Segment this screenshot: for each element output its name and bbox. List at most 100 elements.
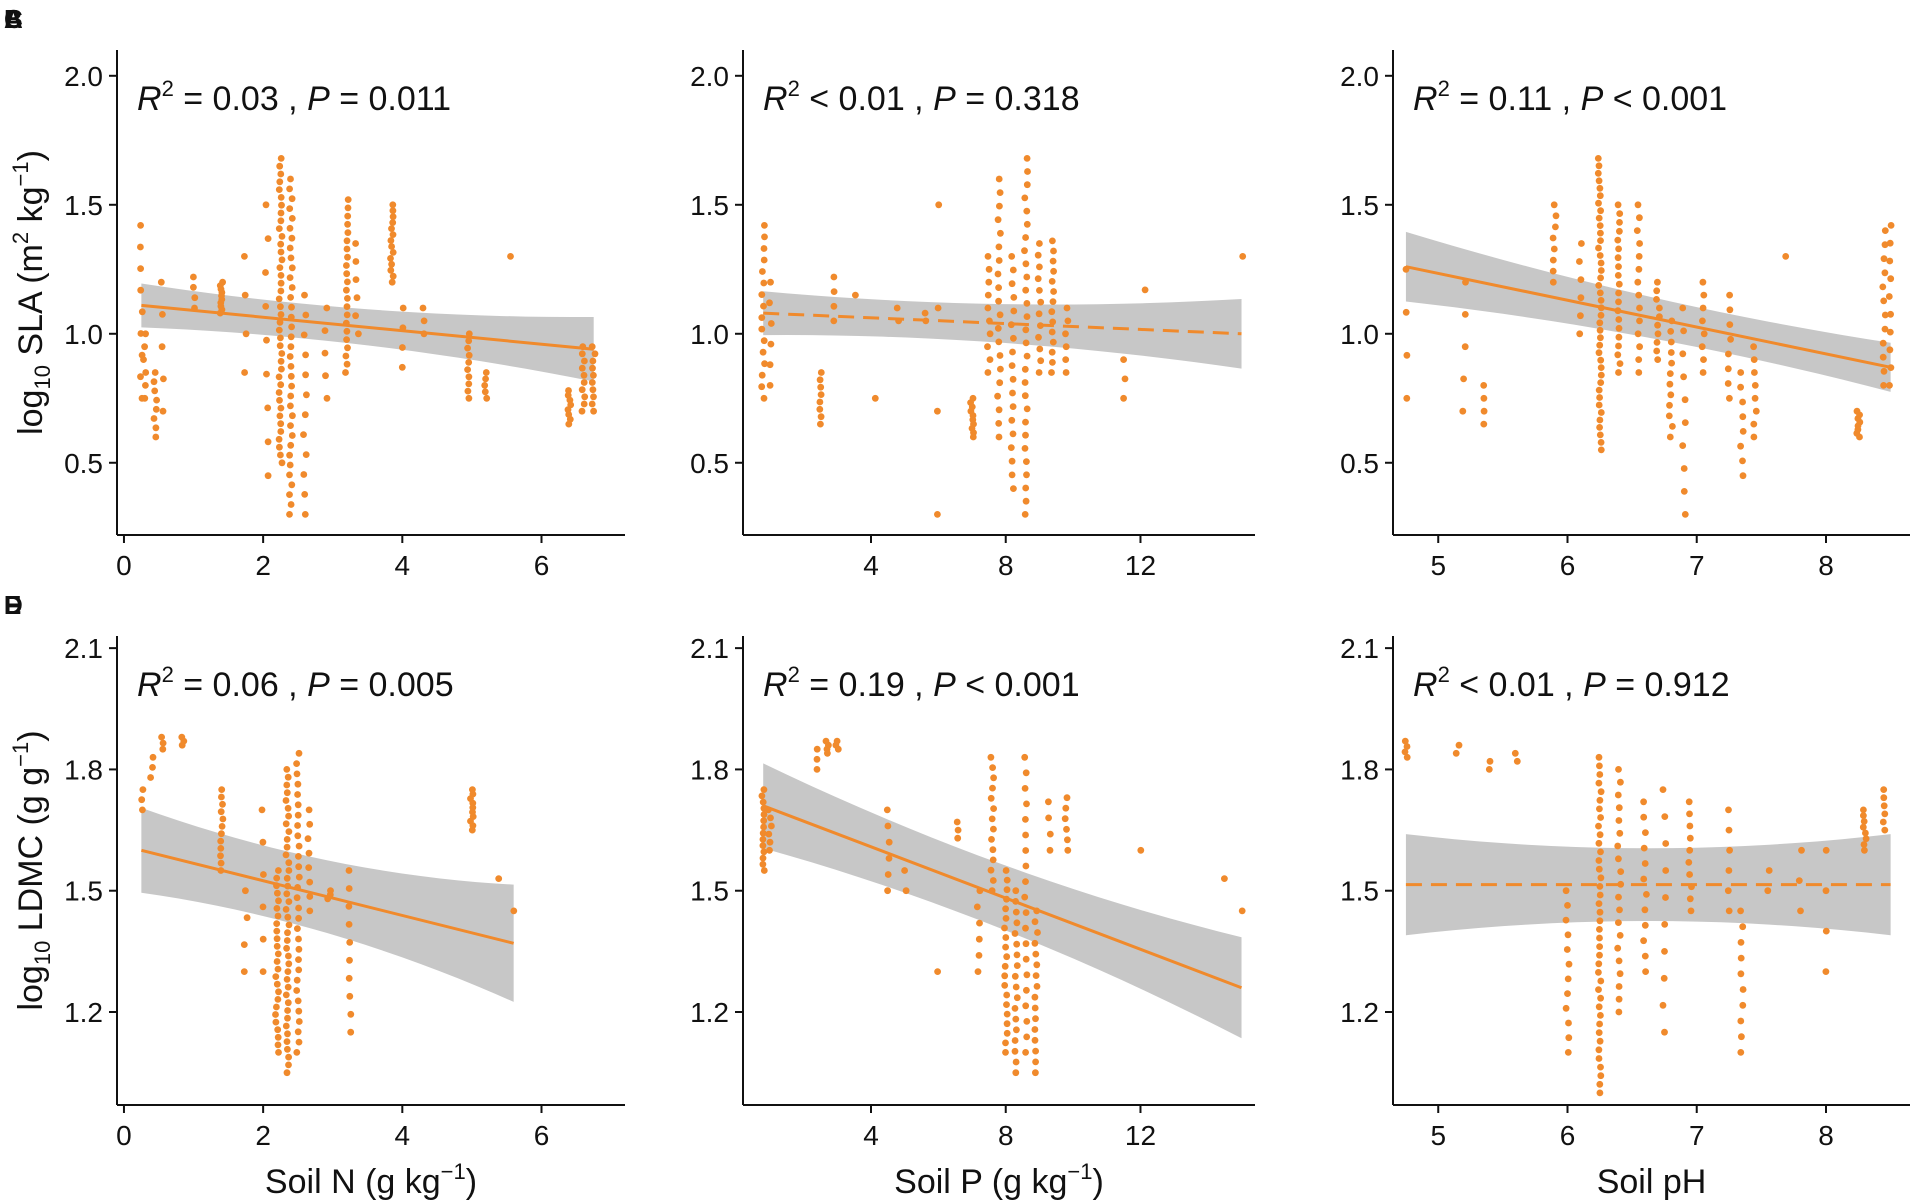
data-point [1062,356,1070,363]
data-point [1615,263,1622,270]
panel-a-scatter-soil-n-sla: A0.51.01.52.00 2 4 6R2 = 0.03 , P = 0.011lo… [4,4,625,581]
data-point [277,279,285,287]
r2-value: = 0.06 , [174,666,307,704]
data-point [1596,222,1604,230]
data-point [1031,993,1039,1001]
data-point [274,912,282,920]
data-point [990,825,997,833]
data-point [934,511,941,518]
data-point [481,382,489,389]
data-point [1461,343,1469,351]
y-tick-label: 1.0 [690,319,729,350]
data-point [766,299,773,307]
data-point [277,155,285,162]
data-point [137,243,144,251]
data-point [1640,937,1647,945]
data-point [419,304,427,312]
data-point [1751,369,1758,376]
data-point [137,222,145,229]
data-point [1666,433,1674,441]
data-point [1595,1029,1603,1036]
y-title-sup1: 2 [8,232,33,244]
y-tick-label: 1.8 [64,754,103,785]
data-point [817,391,825,398]
data-point [934,304,942,312]
data-point [1120,356,1127,363]
data-point [1595,1046,1603,1054]
data-point [1050,247,1057,255]
data-point [1022,769,1030,777]
data-point [294,997,302,1005]
data-point [1221,875,1228,882]
data-point [285,921,293,929]
data-point [1635,356,1643,363]
p-symbol: P [307,80,330,118]
data-point [1680,488,1688,495]
data-point [1577,294,1585,302]
data-point [1564,975,1572,983]
data-point [1011,1037,1019,1044]
data-point [1010,294,1018,301]
data-point [142,382,149,389]
data-point [885,838,893,846]
data-point [985,265,993,273]
data-point [343,360,351,368]
data-point [217,845,225,852]
data-point [1597,977,1605,985]
data-point [1616,219,1623,226]
data-point [1615,957,1623,965]
data-point [276,396,283,404]
data-point [278,459,286,467]
data-point [1859,823,1867,831]
data-point [1048,308,1056,316]
data-point [1725,350,1732,358]
data-point [987,753,995,761]
data-point [1009,389,1016,397]
data-point [816,405,824,413]
r-superscript: 2 [162,76,174,101]
data-point [277,451,284,459]
data-point [1452,749,1460,757]
y-title-close: ) [12,730,50,741]
data-point [1881,241,1889,249]
data-point [1012,1015,1020,1023]
data-point [1597,994,1604,1002]
data-point [1640,813,1648,821]
x-tick-label: 12 [1125,1120,1156,1151]
data-point [1031,1004,1039,1012]
data-point [1737,939,1745,946]
data-point [277,240,285,248]
y-title-close: ) [12,150,50,161]
data-point [590,407,597,415]
data-point [1033,983,1041,990]
data-point [262,201,270,209]
data-point [1596,319,1604,327]
data-point [871,394,879,402]
x-tick-label: 5 [1430,1120,1446,1151]
data-point [1595,349,1603,357]
data-point [580,379,588,386]
data-point [1238,907,1246,915]
data-point [1402,308,1410,316]
data-point [1009,375,1017,383]
data-point [191,294,199,302]
data-point [1064,846,1072,854]
data-point [1879,818,1887,826]
data-point [1725,907,1733,915]
data-point [1003,953,1011,961]
data-point [1031,1036,1039,1044]
data-point [264,235,272,243]
data-point [1595,753,1603,761]
y-title-sup2: −1 [8,161,33,186]
data-point [302,451,310,458]
data-point [389,272,397,280]
data-point [343,262,350,269]
x-tick-label: 2 [255,550,271,581]
data-point [152,433,160,441]
data-point [1577,312,1584,320]
data-point [1008,280,1016,288]
data-point [1009,403,1017,410]
data-point [482,369,490,376]
data-point [274,1041,282,1049]
data-point [287,343,295,351]
